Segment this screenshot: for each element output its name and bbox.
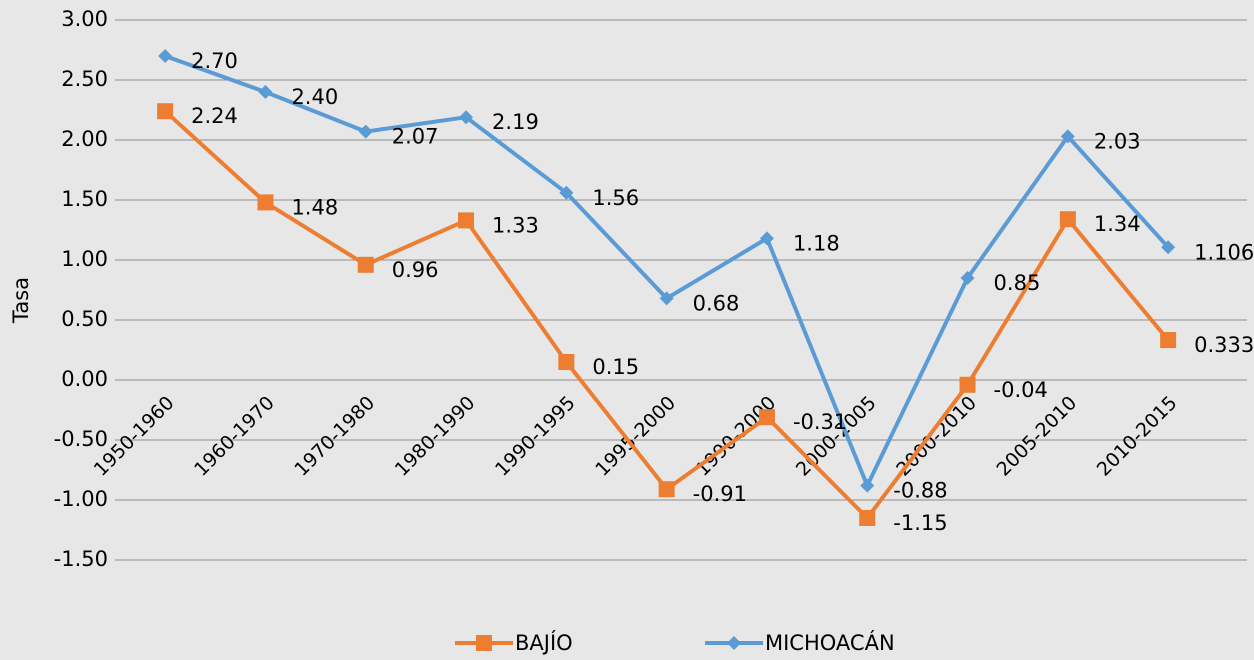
marker [559, 185, 574, 200]
x-tick-label: 1990-2000 [692, 392, 781, 481]
y-tick-label: 2.00 [61, 127, 108, 151]
data-label: 2.40 [291, 85, 338, 109]
marker [558, 354, 575, 370]
data-label: 1.18 [793, 231, 840, 255]
x-tick-label: 1960-1970 [190, 392, 279, 481]
marker [458, 212, 475, 229]
marker [759, 231, 774, 246]
data-label: 2.19 [492, 110, 539, 134]
legend-marker [727, 636, 741, 650]
x-tick-label: 1990-1995 [491, 392, 580, 481]
y-tick-label: -0.50 [54, 427, 108, 451]
legend-label: MICHOACÁN [765, 630, 895, 655]
y-tick-label: -1.50 [54, 547, 108, 571]
x-tick-label: 2010-2015 [1093, 392, 1182, 481]
x-tick-label: 1970-1980 [290, 392, 379, 481]
marker [758, 409, 775, 426]
marker [659, 291, 674, 306]
data-label: -0.88 [893, 479, 947, 503]
marker [960, 271, 975, 285]
data-label: 2.07 [392, 125, 439, 149]
marker [1161, 240, 1176, 255]
marker [459, 110, 474, 125]
marker [859, 510, 876, 526]
data-label: 2.70 [191, 49, 238, 73]
x-tick-label: 1995-2000 [591, 392, 680, 481]
marker [257, 194, 274, 211]
marker [860, 478, 875, 493]
legend-marker [476, 635, 492, 651]
data-label: 0.333 [1194, 333, 1254, 357]
data-label: 2.24 [191, 104, 238, 128]
marker [1160, 332, 1177, 349]
x-tick-label: 1980-1990 [391, 392, 480, 481]
marker [357, 256, 374, 273]
y-tick-label: 2.50 [61, 67, 108, 91]
data-label: 0.85 [994, 271, 1041, 295]
data-label: 0.96 [392, 258, 439, 282]
y-tick-label: 0.00 [61, 367, 108, 391]
y-tick-label: 1.50 [61, 187, 108, 211]
marker [157, 103, 174, 120]
x-tick-label: 2005-2010 [992, 392, 1081, 481]
marker [358, 124, 373, 139]
y-tick-label: 3.00 [61, 7, 108, 31]
y-tick-label: 0.50 [61, 307, 108, 331]
marker [258, 85, 273, 99]
data-label: -0.91 [693, 482, 747, 506]
data-label: 1.33 [492, 213, 539, 237]
y-tick-label: -1.00 [54, 487, 108, 511]
legend-label: BAJÍO [515, 630, 573, 655]
y-axis-label: Tasa [9, 277, 33, 324]
data-label: -0.31 [793, 410, 847, 434]
data-label: 0.15 [592, 355, 639, 379]
data-label: 1.34 [1094, 212, 1141, 236]
marker [1059, 211, 1076, 228]
marker [959, 376, 976, 393]
data-label: 1.106 [1194, 240, 1254, 264]
data-label: 0.68 [693, 291, 740, 315]
marker [158, 49, 173, 63]
data-label: 2.03 [1094, 129, 1141, 153]
data-label: -0.04 [994, 378, 1048, 402]
marker [1060, 129, 1075, 144]
marker [658, 481, 675, 498]
data-label: 1.56 [592, 186, 639, 210]
y-tick-label: 1.00 [61, 247, 108, 271]
data-label: 1.48 [291, 195, 338, 219]
data-label: -1.15 [893, 511, 947, 535]
